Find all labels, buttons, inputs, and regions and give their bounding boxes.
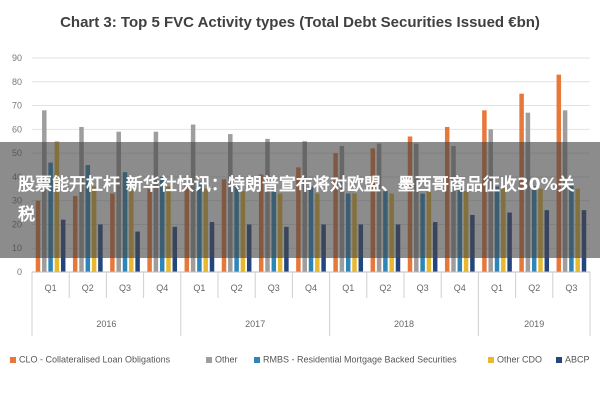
legend-label: CLO - Collateralised Loan Obligations	[19, 354, 171, 365]
x-group-label: 2017	[245, 319, 265, 329]
x-tick-label: Q2	[231, 283, 243, 293]
y-tick-label: 0	[17, 267, 22, 277]
x-tick-label: Q4	[156, 283, 168, 293]
y-tick-label: 90	[12, 53, 22, 63]
x-tick-label: Q1	[342, 283, 354, 293]
x-tick-label: Q3	[268, 283, 280, 293]
legend-swatch	[488, 356, 494, 363]
x-tick-label: Q3	[417, 283, 429, 293]
x-tick-label: Q4	[454, 283, 466, 293]
legend-item: RMBS - Residential Mortgage Backed Secur…	[254, 352, 457, 366]
chart-legend: CLO - Collateralised Loan Obligations Oth…	[10, 352, 600, 370]
legend-label: Other	[215, 354, 238, 365]
legend-label: RMBS - Residential Mortgage Backed Secur…	[263, 354, 457, 365]
legend-swatch	[10, 356, 16, 363]
x-tick-label: Q2	[82, 283, 94, 293]
chart-title: Chart 3: Top 5 FVC Activity types (Total…	[60, 14, 540, 31]
legend-label: ABCP	[565, 354, 590, 365]
news-overlay-text[interactable]: 股票能开杠杆 新华社快讯：特朗普宣布将对欧盟、墨西哥商品征收30%关税	[18, 175, 575, 225]
x-tick-label: Q3	[565, 283, 577, 293]
x-tick-label: Q1	[491, 283, 503, 293]
y-tick-label: 60	[12, 124, 22, 134]
legend-swatch	[206, 356, 212, 363]
x-group-label: 2016	[96, 319, 116, 329]
legend-label: Other CDO	[497, 354, 543, 365]
y-tick-label: 70	[12, 101, 22, 111]
legend-swatch	[254, 356, 260, 363]
y-tick-label: 80	[12, 77, 22, 87]
x-group-label: 2019	[524, 319, 544, 329]
legend-swatch	[556, 356, 562, 363]
x-tick-label: Q4	[305, 283, 317, 293]
legend-item: ABCP	[556, 352, 590, 366]
x-group-label: 2018	[394, 319, 414, 329]
legend-item: Other CDO	[488, 352, 542, 366]
legend-item: CLO - Collateralised Loan Obligations	[10, 352, 170, 366]
x-tick-label: Q2	[379, 283, 391, 293]
news-overlay-banner[interactable]	[0, 142, 600, 258]
x-tick-label: Q2	[528, 283, 540, 293]
x-tick-label: Q1	[45, 283, 57, 293]
x-tick-label: Q1	[193, 283, 205, 293]
x-tick-label: Q3	[119, 283, 131, 293]
legend-item: Other	[206, 352, 238, 366]
